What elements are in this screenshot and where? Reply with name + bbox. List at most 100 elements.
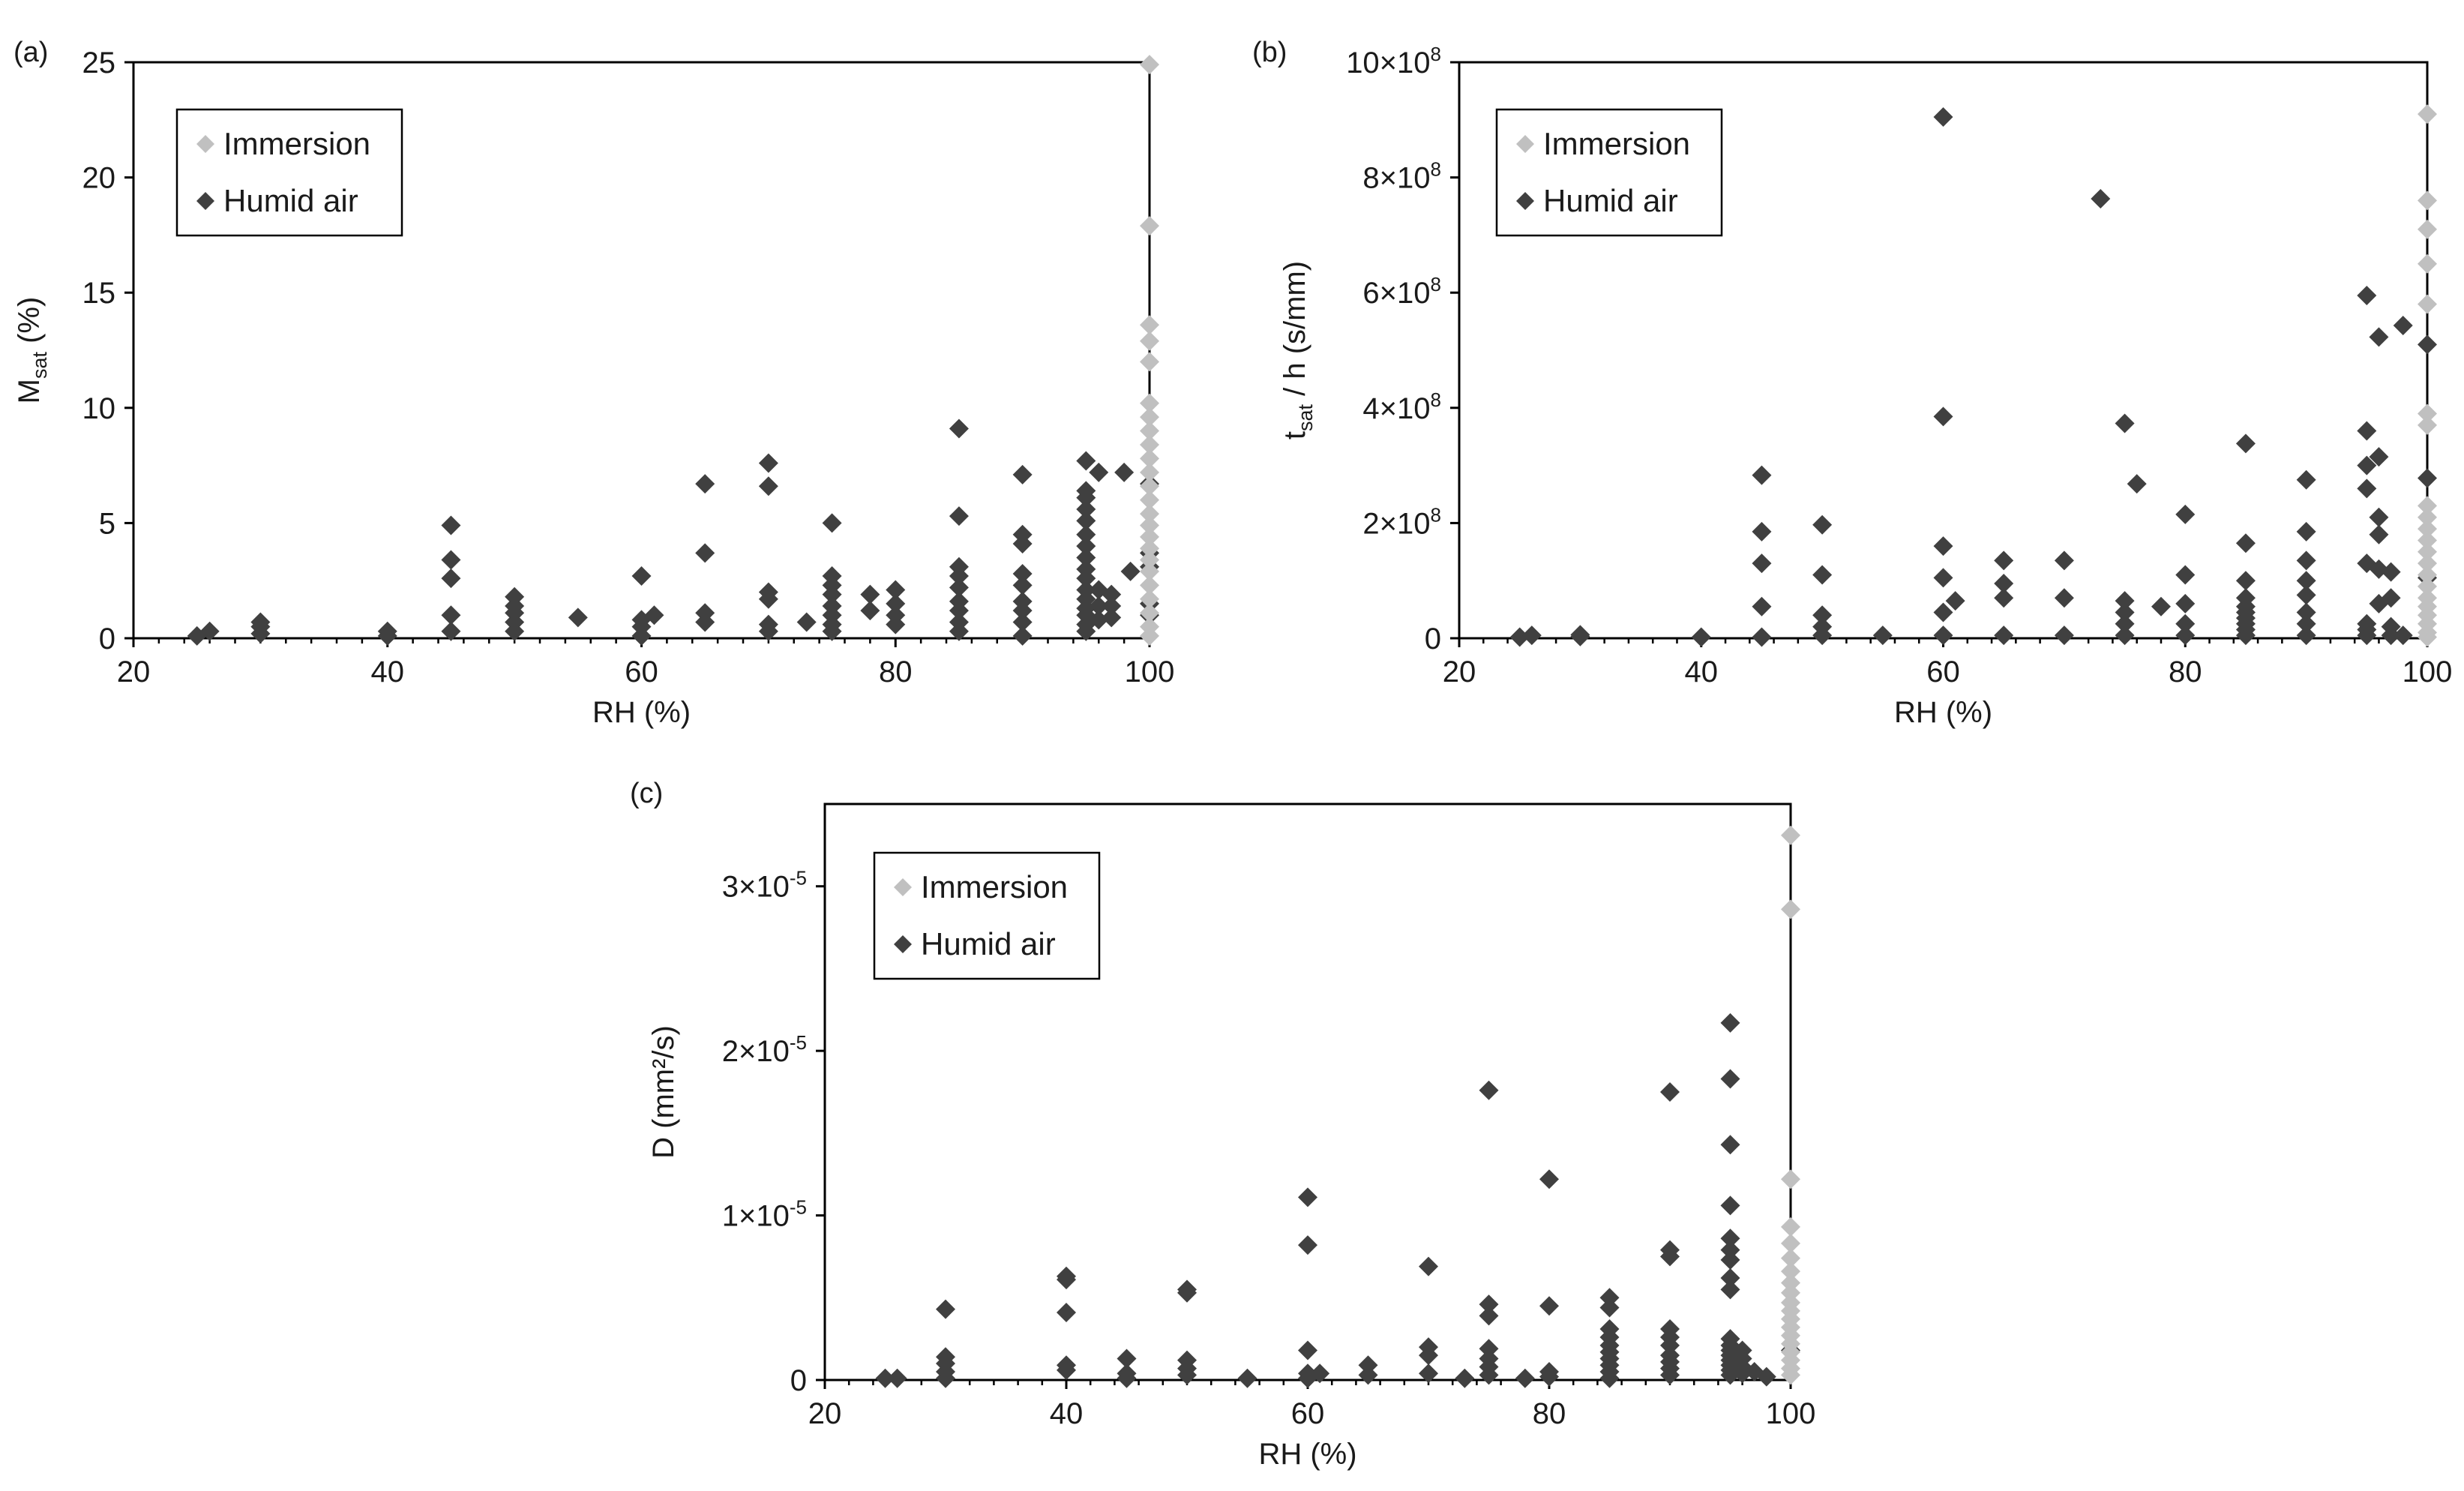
humid-air-point — [2127, 474, 2147, 494]
humid-air-point — [1479, 1348, 1499, 1369]
y-tick-label: 25 — [82, 46, 116, 80]
humid-air-point — [1089, 462, 1109, 482]
legend-humid-air-label: Humid air — [1543, 183, 1678, 218]
immersion-point — [2418, 507, 2437, 527]
humid-air-point — [1012, 612, 1033, 632]
y-tick-exponent: 8 — [1431, 43, 1441, 65]
humid-air-point — [2369, 327, 2389, 347]
humid-air-point — [631, 566, 652, 586]
humid-air-point — [1298, 1235, 1317, 1256]
y-tick-label: 15 — [82, 277, 116, 310]
humid-air-point — [2393, 315, 2413, 335]
humid-air-point — [2175, 593, 2196, 614]
immersion-point — [2418, 576, 2437, 596]
humid-air-point — [1994, 588, 2014, 608]
humid-air-point — [1599, 1318, 1620, 1339]
humid-air-point — [1994, 550, 2014, 571]
humid-air-point — [1660, 1346, 1680, 1366]
humid-air-point — [2115, 602, 2135, 622]
immersion-point — [1781, 1262, 1800, 1282]
humid-air-point — [441, 605, 461, 626]
x-tick-label: 80 — [879, 656, 913, 688]
humid-air-point — [250, 612, 271, 632]
humid-air-point — [1539, 1362, 1559, 1382]
legend-humid-air-marker — [894, 935, 912, 953]
x-tick-label: 40 — [371, 656, 405, 688]
humid-air-point — [2296, 626, 2316, 646]
x-tick-label: 100 — [1125, 656, 1175, 688]
humid-air-point — [2296, 521, 2316, 542]
humid-air-point — [2091, 189, 2111, 209]
immersion-point — [2418, 254, 2437, 274]
humid-air-point — [1120, 561, 1141, 581]
x-tick-label: 40 — [1050, 1397, 1084, 1430]
immersion-point — [1140, 55, 1159, 75]
humid-air-point — [1720, 1196, 1740, 1216]
legend-immersion-marker — [196, 135, 214, 153]
humid-air-point — [2175, 504, 2196, 524]
humid-air-point — [1012, 626, 1033, 646]
y-tick-label: 4×108 — [1362, 388, 1441, 425]
humid-air-point — [1419, 1364, 1438, 1384]
humid-air-point — [199, 621, 220, 641]
humid-air-point — [1419, 1256, 1438, 1276]
humid-air-point — [2296, 585, 2316, 605]
humid-air-point — [1076, 580, 1096, 600]
immersion-point — [1140, 216, 1159, 236]
immersion-point — [2418, 294, 2437, 314]
humid-air-point — [1057, 1355, 1076, 1376]
humid-air-point — [860, 601, 880, 621]
humid-air-point — [2418, 468, 2437, 488]
y-tick-label: 0 — [790, 1364, 807, 1397]
immersion-point — [1140, 490, 1159, 510]
humid-air-point — [1419, 1337, 1438, 1358]
humid-air-point — [1057, 1303, 1076, 1323]
x-tick-label: 100 — [2403, 656, 2453, 688]
humid-air-point — [1812, 605, 1833, 626]
immersion-point — [1140, 561, 1159, 581]
immersion-point — [1781, 899, 1800, 920]
immersion-point — [1140, 526, 1159, 547]
humid-air-point — [1752, 596, 1772, 616]
immersion-point — [1140, 476, 1159, 496]
humid-air-point — [1933, 602, 1953, 622]
x-axis-title: RH (%) — [592, 696, 691, 729]
panel-label: (c) — [630, 778, 663, 809]
legend-humid-air-label: Humid air — [921, 926, 1056, 962]
y-tick-exponent: 8 — [1431, 503, 1441, 526]
immersion-point — [1140, 421, 1159, 441]
legend-box — [1495, 108, 1723, 237]
humid-air-point — [2369, 507, 2389, 527]
humid-air-point — [1177, 1350, 1197, 1370]
humid-air-point — [2235, 588, 2256, 608]
humid-air-point — [2296, 614, 2316, 634]
humid-air-point — [875, 1368, 895, 1388]
humid-air-point — [1479, 1080, 1499, 1100]
humid-air-point — [1752, 521, 1772, 542]
immersion-point — [2418, 219, 2437, 239]
immersion-point — [1781, 1233, 1800, 1253]
immersion-point — [1140, 575, 1159, 596]
legend-humid-air-marker — [1516, 192, 1534, 210]
humid-air-point — [860, 584, 880, 604]
humid-air-point — [2175, 565, 2196, 585]
legend-box — [873, 851, 1101, 980]
y-tick-label: 0 — [99, 622, 115, 656]
humid-air-point — [505, 586, 525, 607]
humid-air-point — [441, 621, 461, 641]
humid-air-point — [1933, 536, 1953, 556]
humid-air-point — [949, 612, 969, 632]
immersion-point — [2418, 404, 2437, 424]
immersion-point — [2418, 190, 2437, 211]
humid-air-point — [695, 474, 715, 494]
humid-air-point — [2115, 413, 2135, 434]
legend-humid-air-label: Humid air — [223, 183, 358, 218]
immersion-point — [1140, 603, 1159, 623]
panel-label: (a) — [13, 37, 48, 68]
y-axis-title-tail: (%) — [13, 297, 46, 352]
immersion-point — [1140, 515, 1159, 536]
humid-air-point — [1933, 406, 1953, 427]
humid-air-point — [1812, 616, 1833, 637]
humid-air-point — [1509, 627, 1530, 647]
